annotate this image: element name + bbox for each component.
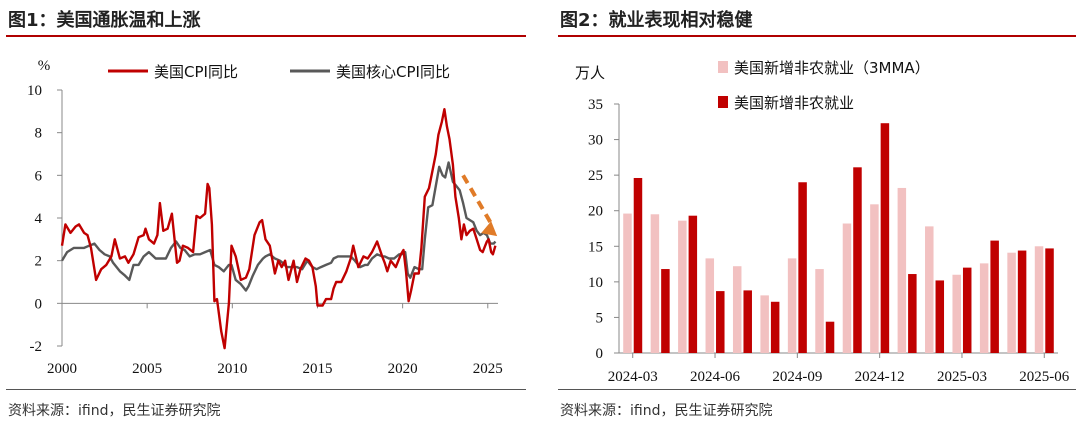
y-tick-label: 15 <box>588 239 603 255</box>
bar-3mma <box>732 266 742 353</box>
bar-3mma <box>870 204 879 353</box>
legend-label: 美国核心CPI同比 <box>336 63 450 81</box>
x-tick-label: 2024-12 <box>855 369 905 385</box>
bar-payrolls <box>770 301 780 353</box>
bar-3mma <box>705 258 715 353</box>
figure-1-top-rule <box>6 35 526 37</box>
figure-2-top-rule <box>558 35 1076 37</box>
bar-3mma <box>842 223 852 353</box>
y-tick-label: 10 <box>27 83 42 99</box>
bar-3mma <box>979 263 989 353</box>
x-tick-label: 2025 <box>473 361 503 377</box>
x-tick-label: 2024-09 <box>772 369 822 385</box>
legend-swatch <box>718 96 728 108</box>
bar-payrolls <box>743 290 752 353</box>
bar-payrolls <box>1017 250 1027 353</box>
y-tick-label: -2 <box>30 339 43 355</box>
figure-2-title: 图2：就业表现相对稳健 <box>560 10 753 31</box>
figure-1-bottom-rule <box>6 389 526 390</box>
bar-payrolls <box>798 182 807 353</box>
figure-2-source: 资料来源：ifind，民生证券研究院 <box>560 403 773 419</box>
y-tick-label: 6 <box>35 168 43 184</box>
figure-1-source: 资料来源：ifind，民生证券研究院 <box>8 403 221 419</box>
y-tick-label: 30 <box>588 133 603 149</box>
bar-payrolls <box>1045 248 1054 353</box>
bar-payrolls <box>880 123 890 353</box>
figure-1-panel: 图1：美国通胀温和上涨 10 8 6 4 2 0 -2 2000 2005 2010 2015 202… <box>0 0 530 425</box>
figure-2-panel: 图2：就业表现相对稳健 35 30 25 20 15 10 5 0 万人 2024-03 2024-… <box>552 0 1080 425</box>
bar-payrolls <box>908 274 917 353</box>
bar-payrolls <box>825 321 835 353</box>
bar-payrolls <box>962 267 972 353</box>
y-tick-label: 20 <box>588 204 603 220</box>
trend-arrow-shaft <box>461 174 495 228</box>
legend-label: 美国新增非农就业（3MMA） <box>734 59 930 77</box>
y-tick-label: 35 <box>588 97 603 113</box>
payrolls-bar-chart: 35 30 25 20 15 10 5 0 万人 2024-03 2024-06 2024-09 202… <box>575 59 1070 385</box>
legend-label: 美国新增非农就业 <box>734 94 854 112</box>
bar-3mma <box>650 214 660 353</box>
x-tick-label: 2024-06 <box>690 369 740 385</box>
y-tick-label: 5 <box>596 310 604 326</box>
bar-payrolls <box>990 240 999 353</box>
bar-3mma <box>952 274 961 353</box>
x-tick-label: 2025-03 <box>937 369 987 385</box>
bar-payrolls <box>853 167 862 353</box>
x-tick-label: 2025-06 <box>1019 369 1069 385</box>
legend-swatch <box>718 61 728 73</box>
bar-3mma <box>815 269 824 353</box>
core-cpi-series-line <box>60 161 497 292</box>
y-tick-label: 10 <box>588 275 603 291</box>
bar-3mma <box>787 258 797 353</box>
bar-payrolls <box>688 215 698 353</box>
y-tick-label: 0 <box>596 346 604 362</box>
y-tick-label: 0 <box>35 296 43 312</box>
bar-3mma <box>897 187 907 353</box>
y-tick-label: 4 <box>35 211 43 227</box>
bar-3mma <box>1034 246 1044 353</box>
y-axis-unit: % <box>38 58 51 74</box>
x-tick-label: 2020 <box>388 361 418 377</box>
y-tick-label: 25 <box>588 168 603 184</box>
bar-payrolls <box>661 269 670 353</box>
bar-3mma <box>1007 252 1016 353</box>
x-tick-label: 2000 <box>47 361 77 377</box>
legend-label: 美国CPI同比 <box>154 63 238 81</box>
y-tick-label: 8 <box>35 126 43 142</box>
x-tick-label: 2010 <box>217 361 247 377</box>
figure-2-bottom-rule <box>558 389 1076 390</box>
figure-1-title: 图1：美国通胀温和上涨 <box>8 10 201 31</box>
bar-3mma <box>925 226 934 353</box>
bar-3mma <box>760 295 769 353</box>
bar-payrolls <box>633 177 643 353</box>
x-tick-label: 2005 <box>132 361 162 377</box>
y-tick-label: 2 <box>35 254 43 270</box>
bar-3mma <box>623 213 632 353</box>
bar-payrolls <box>716 291 725 353</box>
cpi-series-line <box>60 108 497 350</box>
x-tick-label: 2015 <box>302 361 332 377</box>
trend-arrow-head <box>481 221 498 237</box>
bar-payrolls <box>935 280 945 353</box>
bar-3mma <box>678 220 687 353</box>
y-axis-unit: 万人 <box>575 64 605 82</box>
x-tick-label: 2024-03 <box>608 369 658 385</box>
